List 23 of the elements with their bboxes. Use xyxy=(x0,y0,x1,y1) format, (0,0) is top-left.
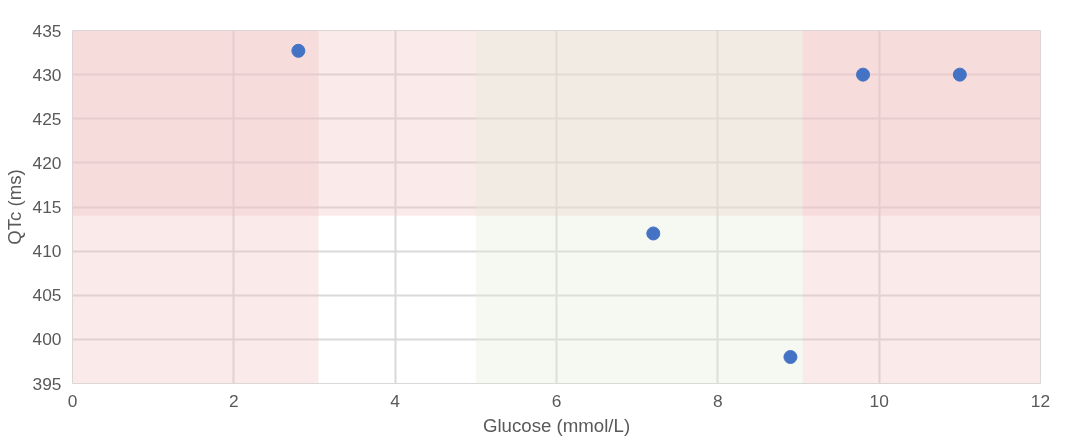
point xyxy=(952,67,967,82)
y-tick-label: 420 xyxy=(32,152,62,173)
y-tick-label: 430 xyxy=(32,64,62,85)
x-tick-label: 12 xyxy=(1030,390,1051,411)
point xyxy=(291,43,306,58)
x-tick-label: 0 xyxy=(67,390,78,411)
y-tick-label: 415 xyxy=(32,197,62,217)
y-axis-title: QTc (ms) xyxy=(3,169,25,245)
x-tick-label: 8 xyxy=(713,390,723,411)
point xyxy=(646,226,661,241)
y-tick-label: 405 xyxy=(32,285,62,306)
x-axis-title: Glucose (mmol/L) xyxy=(482,414,631,436)
y-tick-label: 400 xyxy=(32,329,62,350)
y-tick-label: 425 xyxy=(32,108,62,129)
y-tick-label: 410 xyxy=(32,241,62,262)
point xyxy=(783,350,798,365)
point xyxy=(856,67,871,82)
y-tick-label: 435 xyxy=(32,20,62,41)
x-tick-label: 6 xyxy=(551,390,562,411)
x-tick-label: 10 xyxy=(869,390,889,411)
x-tick-label: 4 xyxy=(390,390,401,411)
y-tick-label: 395 xyxy=(32,373,62,394)
x-tick-label: 2 xyxy=(229,390,239,411)
